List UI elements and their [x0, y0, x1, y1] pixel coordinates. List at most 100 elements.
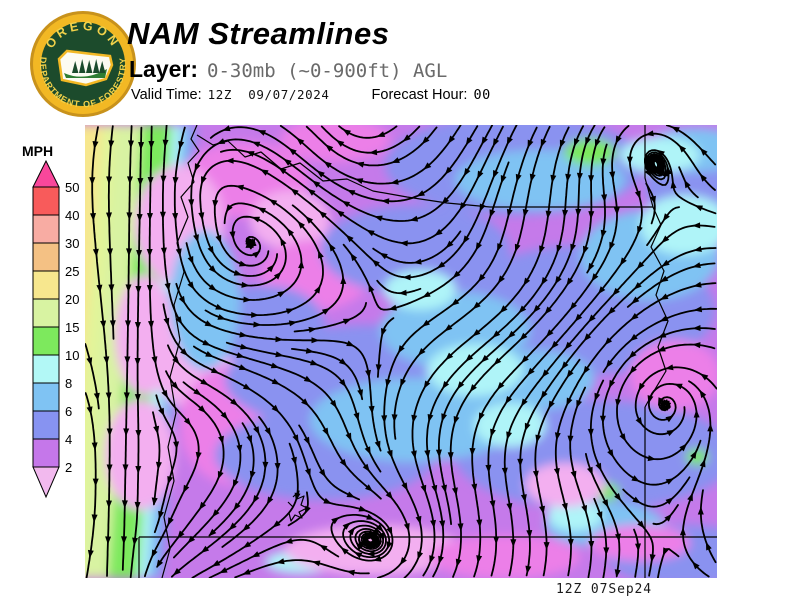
flow-arrowhead-icon: [411, 414, 418, 424]
flow-arrowhead-icon: [506, 431, 512, 440]
flow-arrowhead-icon: [308, 326, 317, 333]
streamline: [646, 206, 680, 247]
streamline: [593, 497, 608, 578]
flow-arrowhead-icon: [445, 240, 454, 249]
flow-arrowhead-icon: [463, 168, 471, 177]
flow-arrowhead-icon: [105, 536, 112, 545]
flow-arrowhead-icon: [553, 468, 560, 477]
flow-arrowhead-icon: [453, 416, 460, 425]
flow-arrowhead-icon: [493, 536, 500, 545]
flow-arrowhead-icon: [476, 555, 483, 564]
flow-arrowhead-icon: [545, 329, 554, 338]
legend-band: [32, 186, 60, 216]
flow-arrowhead-icon: [368, 283, 375, 293]
flow-arrowhead-icon: [262, 461, 269, 470]
flow-arrowhead-icon: [514, 243, 521, 253]
flow-arrowhead-icon: [585, 137, 591, 146]
legend-band: [32, 242, 60, 272]
streamline: [173, 126, 324, 316]
flow-arrowhead-icon: [492, 138, 500, 147]
flow-arrowhead-icon: [260, 169, 269, 176]
legend-tick-label: 4: [65, 432, 72, 447]
flow-arrowhead-icon: [477, 170, 484, 180]
flow-arrowhead-icon: [381, 198, 390, 205]
flow-arrowhead-icon: [660, 293, 669, 300]
flow-arrowhead-icon: [609, 171, 616, 180]
flow-arrowhead-icon: [497, 275, 505, 284]
streamline: [153, 394, 178, 534]
streamline: [121, 125, 133, 571]
flow-arrowhead-icon: [106, 428, 113, 437]
flow-arrowhead-icon: [325, 144, 334, 152]
flow-arrowhead-icon: [222, 125, 231, 132]
flow-arrowhead-icon: [249, 470, 256, 480]
flow-arrowhead-icon: [550, 174, 557, 184]
flow-arrowhead-icon: [462, 235, 470, 244]
flow-arrowhead-icon: [444, 166, 453, 175]
flow-arrowhead-icon: [479, 203, 486, 212]
flow-arrowhead-icon: [148, 141, 155, 149]
flow-arrowhead-icon: [364, 446, 371, 455]
flow-arrowhead-icon: [316, 170, 325, 178]
flow-arrowhead-icon: [548, 400, 555, 410]
flow-arrowhead-icon: [493, 170, 499, 179]
flow-arrowhead-icon: [379, 252, 388, 260]
flow-arrowhead-icon: [631, 296, 640, 304]
valid-time-line: Valid Time: 12Z 09/07/2024 Forecast Hour…: [131, 87, 491, 103]
flow-arrowhead-icon: [615, 533, 621, 542]
forecast-hour-value: 00: [473, 87, 491, 103]
flow-arrowhead-icon: [539, 245, 545, 254]
flow-arrowhead-icon: [637, 520, 645, 529]
flow-arrowhead-icon: [674, 383, 683, 390]
flow-arrowhead-icon: [187, 281, 195, 290]
flow-arrowhead-icon: [188, 199, 195, 208]
flow-arrowhead-icon: [554, 432, 561, 441]
flow-arrowhead-icon: [489, 209, 496, 218]
flow-arrowhead-icon: [376, 539, 383, 548]
flow-arrowhead-icon: [662, 168, 669, 177]
flow-arrowhead-icon: [594, 392, 601, 402]
flow-arrowhead-icon: [417, 551, 423, 560]
flow-arrowhead-icon: [665, 415, 674, 423]
flow-arrowhead-icon: [245, 239, 254, 248]
flow-arrowhead-icon: [126, 248, 132, 257]
flow-arrowhead-icon: [153, 425, 160, 435]
flow-arrowhead-icon: [303, 436, 310, 446]
flow-arrowhead-icon: [657, 331, 667, 338]
flow-arrowhead-icon: [135, 286, 142, 294]
flow-arrowhead-icon: [587, 428, 594, 437]
flow-arrowhead-icon: [158, 510, 164, 520]
flow-arrowhead-icon: [134, 358, 141, 366]
logo-tree-icon: [86, 60, 93, 73]
streamline: [393, 125, 551, 440]
boundary-snake-river: [644, 206, 669, 408]
flow-arrowhead-icon: [338, 358, 348, 366]
flow-arrowhead-icon: [362, 463, 370, 472]
flow-arrowhead-icon: [172, 177, 179, 186]
legend-band: [32, 326, 60, 356]
flow-arrowhead-icon: [346, 340, 355, 347]
flow-arrowhead-icon: [559, 139, 566, 149]
flow-arrowhead-icon: [442, 381, 450, 390]
flow-arrowhead-icon: [565, 173, 572, 183]
flow-arrowhead-icon: [251, 312, 260, 318]
flow-arrowhead-icon: [86, 406, 93, 415]
flow-arrowhead-icon: [123, 392, 130, 401]
flow-arrowhead-icon: [199, 501, 207, 510]
flow-arrowhead-icon: [252, 495, 260, 504]
flow-arrowhead-icon: [225, 157, 234, 164]
flow-arrowhead-icon: [614, 569, 621, 578]
legend-tick-label: 50: [65, 180, 79, 195]
flow-arrowhead-icon: [635, 417, 643, 426]
flow-arrowhead-icon: [193, 388, 202, 396]
flow-arrowhead-icon: [561, 502, 568, 512]
flow-arrowhead-icon: [347, 526, 355, 536]
flow-arrowhead-icon: [126, 212, 133, 221]
flow-arrowhead-icon: [257, 207, 266, 214]
flow-arrowhead-icon: [212, 509, 220, 518]
flow-arrowhead-icon: [638, 382, 645, 392]
flow-arrowhead-icon: [566, 277, 574, 286]
flow-arrowhead-icon: [422, 291, 431, 298]
flow-arrowhead-icon: [319, 469, 326, 478]
